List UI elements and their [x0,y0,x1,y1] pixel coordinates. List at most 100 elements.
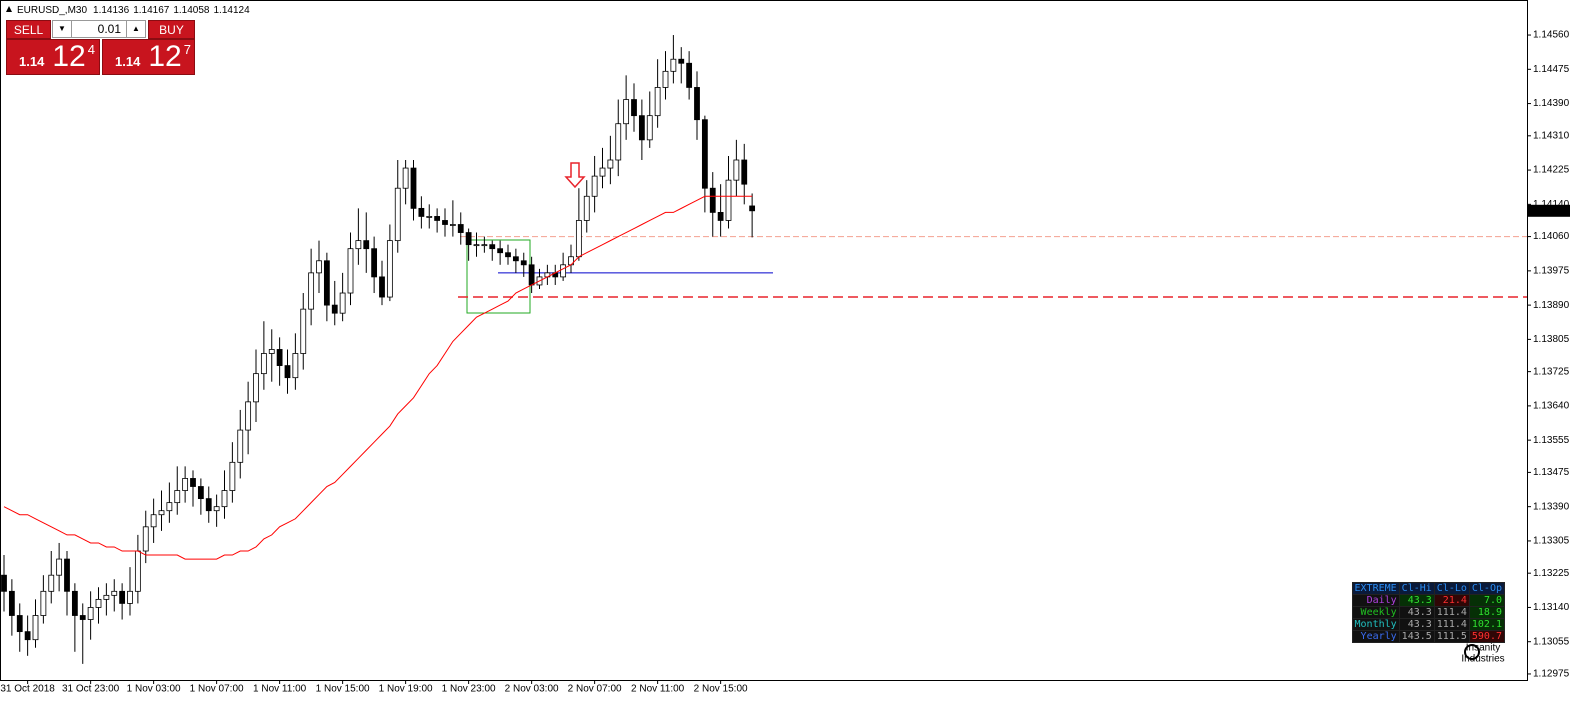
x-tick-label: 31 Oct 23:00 [62,684,120,695]
y-tick-label: 1.14310 [1533,130,1570,141]
candle-body [371,248,378,278]
moving-average [3,195,753,560]
y-tick-label: 1.13640 [1533,401,1570,412]
stats-header-cell: Cl-Lo [1433,582,1470,595]
stats-cell: 43.3 [1398,618,1435,631]
y-tick-label: 1.13890 [1533,300,1570,311]
y-tick-label: 1.12975 [1533,669,1570,680]
candle-body [276,349,283,366]
lots-control[interactable]: ▼ 0.01 ▲ [52,20,146,38]
lots-down[interactable]: ▼ [53,21,72,37]
bid-small: 1.14 [19,54,45,69]
candle-body [662,70,669,88]
candle-body [725,179,732,221]
candle-body [402,167,409,189]
y-tick-label: 1.14140 [1533,199,1570,210]
y-tick-label: 1.13390 [1533,501,1570,512]
candle-body [654,87,661,117]
ask-small: 1.14 [115,54,141,69]
candle-body [394,187,401,242]
bid-price[interactable]: 1.14 12 4 [6,39,100,75]
candle-body [229,461,236,491]
x-tick-label: 31 Oct 2018 [0,684,55,695]
candle-body [111,590,118,596]
candle-body [213,506,220,512]
candle-body [583,195,590,221]
candle-body [379,276,385,298]
candle-body [497,248,504,254]
candle-body [646,115,653,141]
lots-up[interactable]: ▲ [126,21,145,37]
ask-price[interactable]: 1.14 12 7 [102,39,195,75]
logo-line2: Industries [1461,654,1504,665]
candle-body [119,590,126,604]
price-tag [1528,204,1570,217]
ohlc-open: 1.14136 [93,5,130,16]
candle-body [56,558,63,576]
stats-row-label: Daily [1351,594,1400,607]
y-tick-label: 1.13805 [1533,334,1570,345]
candle-body [363,240,370,250]
candle-body [505,252,511,258]
stats-header: EXTREME Cl-Hi Cl-Lo Cl-Op [1351,582,1506,595]
logo-mark [1464,644,1480,660]
symbol: EURUSD_,M30 [17,5,87,16]
candle-body [197,486,204,500]
candle-body [741,159,748,185]
ask-frac: 7 [183,42,191,57]
stats-row: Monthly 43.3 111.4 102.1 [1351,618,1506,631]
candle-body [95,598,102,608]
candle-body [127,590,133,604]
candle-body [631,99,637,117]
y-tick-label: 1.13725 [1533,366,1570,377]
candle-body [512,256,519,262]
buy-button[interactable]: BUY [148,20,195,39]
stats-cell: 590.7 [1468,630,1506,643]
y-tick-label: 1.14560 [1533,30,1570,41]
stats-header-cell: Cl-Op [1468,582,1506,595]
candle-body [481,244,488,247]
stats-row-label: Weekly [1351,606,1400,619]
candle-body [560,264,567,278]
candle-body [442,220,448,225]
x-tick-label: 1 Nov 11:00 [253,684,307,695]
candle-body [623,99,630,125]
candle-body [245,401,252,431]
bid-large: 12 [52,40,86,73]
stats-row: Yearly 143.5 111.5 590.7 [1351,630,1506,643]
candle-body [32,615,39,641]
candle-body [599,167,606,177]
candle-body [615,123,622,161]
stats-row: Weekly 43.3 111.4 18.9 [1351,606,1506,619]
candle-body [253,373,259,403]
lots-value[interactable]: 0.01 [97,22,121,36]
candle-body [182,478,189,491]
candle-body [103,594,110,600]
stats-row-label: Monthly [1351,618,1400,631]
candle-body [670,58,677,72]
candle-body [434,216,441,221]
plot-frame [0,0,1528,681]
signal-arrow [564,162,586,189]
x-tick-label: 1 Nov 03:00 [127,684,181,695]
candle-body [87,607,94,620]
candle-body [284,365,291,379]
stats-cell: 18.9 [1468,606,1506,619]
sell-button[interactable]: SELL [6,20,51,39]
y-tick-label: 1.13305 [1533,536,1570,547]
stats-table: EXTREME Cl-Hi Cl-Lo Cl-Op Daily 43.3 21.4 7.0 We… [1351,582,1506,643]
stats-cell: 111.4 [1433,606,1470,619]
candle-body [79,615,86,620]
plot: 1.145601.144751.143901.143101.142251.141… [0,30,1570,695]
candle-body [386,240,393,298]
candle-body [355,240,362,250]
candle-body [8,590,15,616]
candle-body [339,292,346,314]
candle-body [24,631,31,641]
logo-line1: Insanity [1466,643,1500,654]
stats-cell: 21.4 [1433,594,1470,607]
candle-body [316,260,322,274]
stats-cell: 7.0 [1468,594,1506,607]
y-tick-label: 1.13055 [1533,636,1570,647]
